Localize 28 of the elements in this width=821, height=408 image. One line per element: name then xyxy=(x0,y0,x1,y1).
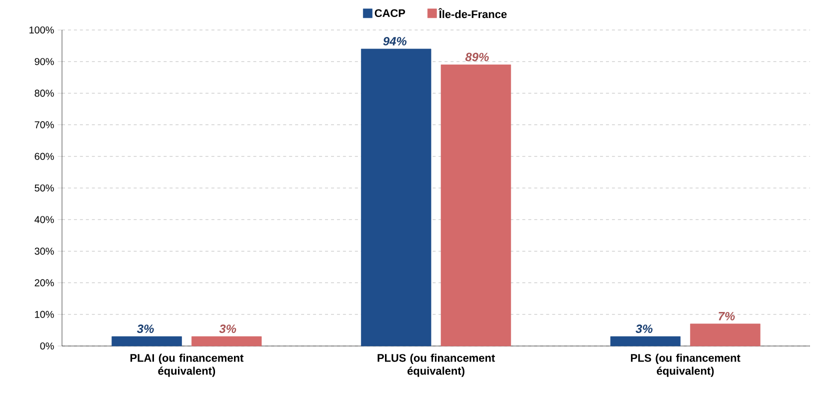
y-tick-label: 90% xyxy=(34,58,54,66)
bar xyxy=(690,324,760,346)
y-tick-label: 80% xyxy=(34,90,54,97)
bar xyxy=(440,64,512,346)
bar xyxy=(610,336,681,346)
y-tick-label: 100% xyxy=(30,26,54,34)
bar xyxy=(191,336,262,346)
data-label: 3% xyxy=(219,324,236,333)
y-tick-label: 50% xyxy=(34,184,54,192)
data-label: 3% xyxy=(636,324,653,333)
x-tick-label: PLS (ou financement équivalent) xyxy=(630,354,740,377)
y-tick-label: 60% xyxy=(34,152,54,160)
bar xyxy=(112,336,182,346)
x-tick-label: PLAI (ou financement équivalent) xyxy=(130,354,244,377)
legend-label: Île-de-France xyxy=(438,8,507,18)
y-tick-label: 70% xyxy=(34,121,54,128)
data-label: 94% xyxy=(383,36,406,46)
legend-label: CACP xyxy=(374,9,406,18)
data-label: 89% xyxy=(465,52,489,62)
bar xyxy=(360,48,432,346)
y-tick-label: 40% xyxy=(34,216,54,224)
y-tick-label: 10% xyxy=(35,310,54,318)
y-tick-label: 0% xyxy=(40,342,54,350)
data-label: 3% xyxy=(136,324,154,333)
data-label: 7% xyxy=(718,312,735,320)
x-tick-label: PLUS (ou financement équivalent) xyxy=(378,354,495,377)
y-tick-label: 20% xyxy=(34,279,54,286)
y-tick-label: 30% xyxy=(34,248,54,255)
